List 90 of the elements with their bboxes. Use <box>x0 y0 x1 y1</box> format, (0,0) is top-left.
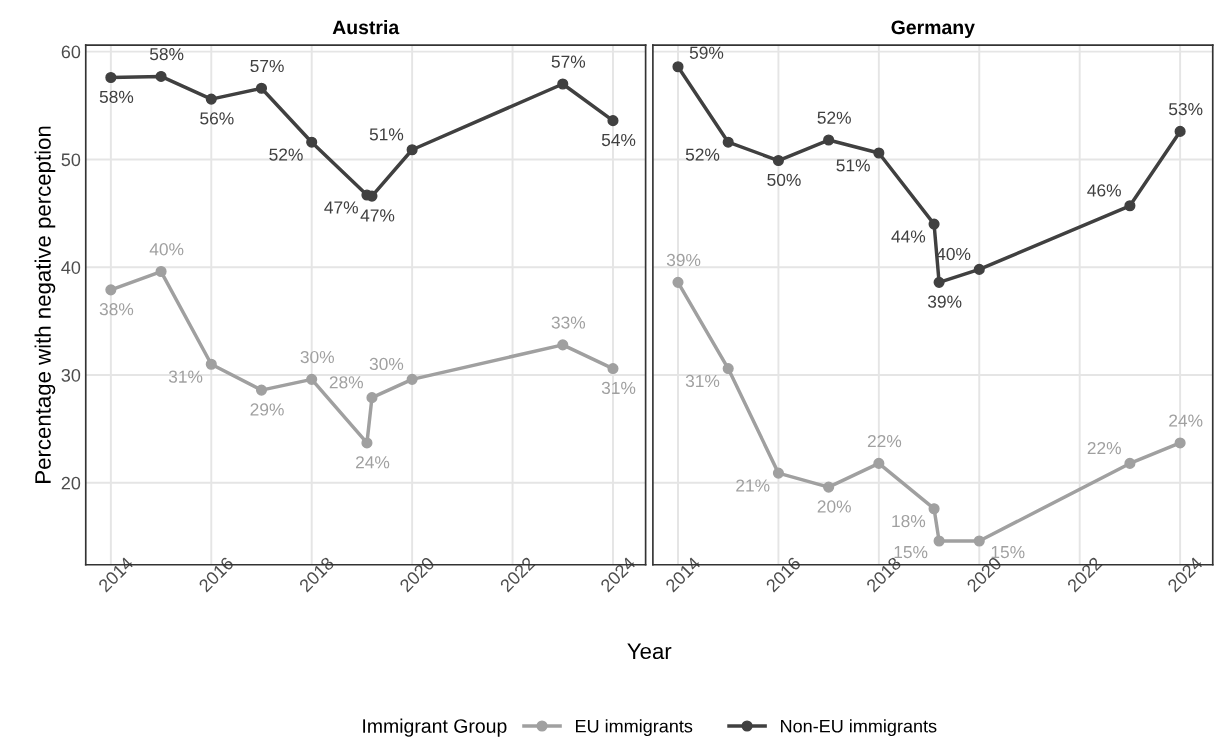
y-tick-label: 50 <box>61 153 81 167</box>
point <box>205 358 217 370</box>
point <box>557 78 569 90</box>
data-label: 51% <box>369 128 404 141</box>
data-label: 50% <box>767 173 801 187</box>
data-label: 52% <box>685 148 720 161</box>
point <box>928 503 940 515</box>
point <box>823 481 835 493</box>
point <box>607 363 619 375</box>
data-label: 40% <box>936 247 971 261</box>
data-label: 39% <box>927 295 962 308</box>
data-label: 57% <box>551 55 586 68</box>
point <box>406 373 418 385</box>
data-label: 53% <box>1168 102 1203 116</box>
data-label: 24% <box>355 456 390 469</box>
data-label: 33% <box>551 316 586 329</box>
point <box>823 134 835 146</box>
point <box>361 437 373 449</box>
data-label: 29% <box>250 403 284 416</box>
data-label: 22% <box>867 434 902 448</box>
data-label: 28% <box>329 376 364 389</box>
point <box>557 339 569 351</box>
point <box>722 136 734 148</box>
point <box>1174 437 1186 449</box>
data-label: 52% <box>817 111 851 124</box>
point <box>973 263 985 275</box>
point <box>406 144 418 156</box>
chart-title: Germany <box>891 20 975 39</box>
point <box>873 457 885 469</box>
data-label: 31% <box>685 374 720 388</box>
y-axis-title: Percentage with negative perception <box>34 126 56 483</box>
data-label: 54% <box>601 133 636 147</box>
point <box>255 384 268 396</box>
point <box>933 276 945 288</box>
data-label: 21% <box>736 479 770 492</box>
point <box>255 82 268 94</box>
data-label: 39% <box>666 253 701 267</box>
data-label: 18% <box>892 514 926 528</box>
point <box>205 93 217 105</box>
legend-label: EU immigrants <box>576 719 693 737</box>
data-label: 24% <box>1169 414 1203 427</box>
point <box>672 276 684 288</box>
data-label: 38% <box>99 303 134 316</box>
data-label: 30% <box>369 357 404 371</box>
point <box>772 467 784 479</box>
data-label: 47% <box>360 209 395 222</box>
data-label: 31% <box>168 370 203 383</box>
data-label: 40% <box>149 243 184 256</box>
point <box>772 154 784 167</box>
data-label: 15% <box>991 545 1025 559</box>
point <box>607 115 619 127</box>
data-label: 56% <box>200 112 234 125</box>
data-label: 52% <box>269 148 303 161</box>
point <box>155 265 167 278</box>
point <box>722 363 734 375</box>
data-label: 44% <box>891 230 926 243</box>
point <box>155 70 167 82</box>
legend-title: Immigrant Group <box>363 718 507 737</box>
data-label: 22% <box>1087 441 1121 455</box>
point <box>105 71 117 84</box>
data-label: 58% <box>149 47 184 61</box>
point <box>306 373 318 385</box>
x-axis-title: Year <box>627 643 672 660</box>
chart-title: Austria <box>332 19 400 35</box>
data-label: 31% <box>601 381 636 395</box>
data-label: 59% <box>689 46 724 59</box>
point <box>1174 125 1186 137</box>
point <box>928 218 940 230</box>
data-label: 57% <box>250 59 284 73</box>
point <box>873 147 885 159</box>
data-label: 51% <box>836 159 870 172</box>
data-label: 30% <box>300 350 335 364</box>
data-label: 15% <box>894 545 928 559</box>
data-label: 20% <box>817 500 851 513</box>
point <box>933 535 945 547</box>
point <box>366 392 378 404</box>
point <box>672 61 684 73</box>
y-tick-label: 60 <box>61 45 81 59</box>
data-label: 47% <box>324 201 358 214</box>
data-label: 46% <box>1087 184 1121 197</box>
point <box>105 284 117 296</box>
y-tick-label: 20 <box>61 476 81 490</box>
legend-label: Non-EU immigrants <box>781 719 937 737</box>
point <box>1124 200 1136 212</box>
y-tick-label: 40 <box>61 261 81 274</box>
y-tick-label: 30 <box>61 368 81 382</box>
point <box>973 535 985 547</box>
point <box>306 136 318 148</box>
point <box>1124 457 1136 469</box>
data-label: 58% <box>99 90 134 104</box>
